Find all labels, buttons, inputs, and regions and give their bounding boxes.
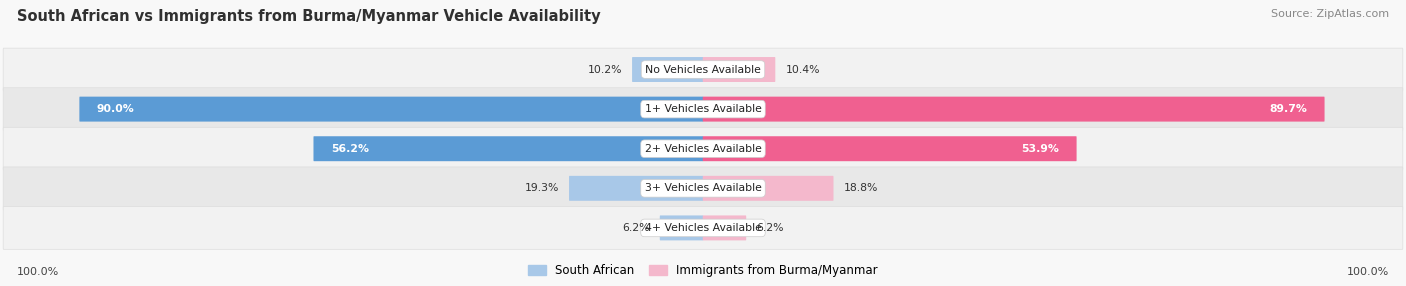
Text: 6.2%: 6.2% [756,223,783,233]
Text: 19.3%: 19.3% [524,183,560,193]
Text: 56.2%: 56.2% [330,144,368,154]
Text: 6.2%: 6.2% [623,223,650,233]
FancyBboxPatch shape [79,97,703,122]
Text: Source: ZipAtlas.com: Source: ZipAtlas.com [1271,9,1389,19]
FancyBboxPatch shape [633,57,703,82]
FancyBboxPatch shape [569,176,703,201]
Legend: South African, Immigrants from Burma/Myanmar: South African, Immigrants from Burma/Mya… [529,264,877,277]
Text: 10.4%: 10.4% [786,65,820,75]
FancyBboxPatch shape [703,97,1324,122]
FancyBboxPatch shape [703,57,775,82]
FancyBboxPatch shape [703,136,1077,161]
Text: 100.0%: 100.0% [17,267,59,277]
Text: 4+ Vehicles Available: 4+ Vehicles Available [644,223,762,233]
Text: 89.7%: 89.7% [1270,104,1308,114]
FancyBboxPatch shape [703,176,834,201]
FancyBboxPatch shape [659,215,703,241]
Text: 100.0%: 100.0% [1347,267,1389,277]
Text: 3+ Vehicles Available: 3+ Vehicles Available [644,183,762,193]
FancyBboxPatch shape [3,167,1403,210]
FancyBboxPatch shape [3,127,1403,170]
FancyBboxPatch shape [703,215,747,241]
FancyBboxPatch shape [3,206,1403,249]
Text: 90.0%: 90.0% [97,104,135,114]
Text: 1+ Vehicles Available: 1+ Vehicles Available [644,104,762,114]
Text: 2+ Vehicles Available: 2+ Vehicles Available [644,144,762,154]
FancyBboxPatch shape [3,48,1403,91]
FancyBboxPatch shape [3,88,1403,130]
Text: No Vehicles Available: No Vehicles Available [645,65,761,75]
Text: 10.2%: 10.2% [588,65,621,75]
Text: 53.9%: 53.9% [1021,144,1059,154]
Text: 18.8%: 18.8% [844,183,877,193]
FancyBboxPatch shape [314,136,703,161]
Text: South African vs Immigrants from Burma/Myanmar Vehicle Availability: South African vs Immigrants from Burma/M… [17,9,600,23]
